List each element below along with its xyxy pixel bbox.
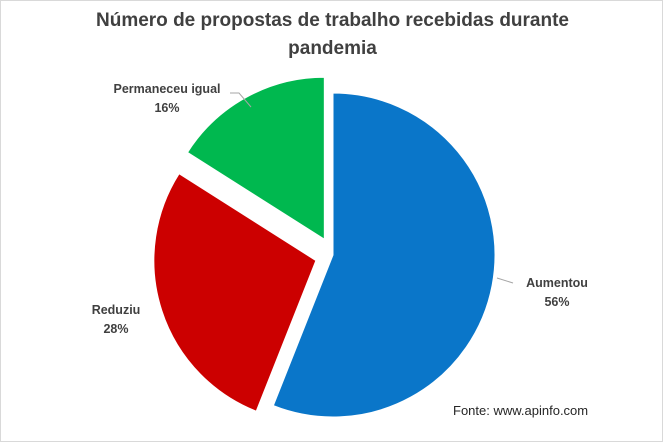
source-note: Fonte: www.apinfo.com — [453, 403, 589, 418]
pie-slice-reduziu — [153, 173, 317, 412]
chart-title: Número de propostas de trabalho recebida… — [1, 7, 663, 63]
leader-line-aumentou — [496, 277, 514, 284]
slice-label-reduziu: Reduziu — [92, 303, 141, 317]
leader-line-permaneceu — [230, 92, 252, 108]
chart-title-line-1: Número de propostas de trabalho recebida… — [96, 10, 569, 31]
slice-value-aumentou: 56% — [544, 295, 569, 309]
slice-label-permaneceu-igual: Permaneceu igual — [114, 82, 221, 96]
slice-value-permaneceu-igual: 16% — [154, 101, 179, 115]
pie-slices — [153, 76, 496, 418]
pie-slice-aumentou — [272, 92, 496, 418]
slice-label-aumentou: Aumentou — [526, 276, 588, 290]
slice-value-reduziu: 28% — [103, 322, 128, 336]
chart-title-line-2: pandemia — [288, 38, 377, 59]
pie-slice-permaneceu-igual — [186, 76, 325, 241]
